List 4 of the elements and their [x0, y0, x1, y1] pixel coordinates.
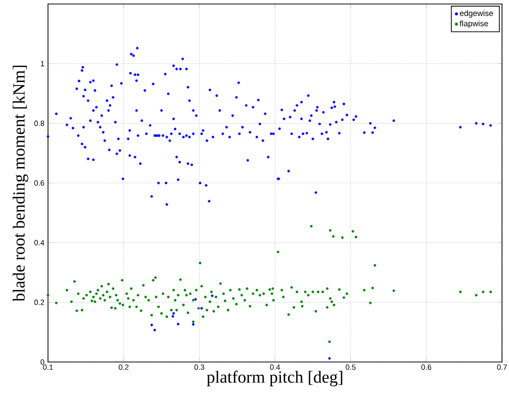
- x-axis-title: platform pitch [deg]: [206, 370, 342, 386]
- legend-label: flapwise: [460, 20, 488, 28]
- legend-label: edgewise: [460, 10, 493, 18]
- y-axis-title: blade root bending moment [kNm]: [12, 66, 28, 302]
